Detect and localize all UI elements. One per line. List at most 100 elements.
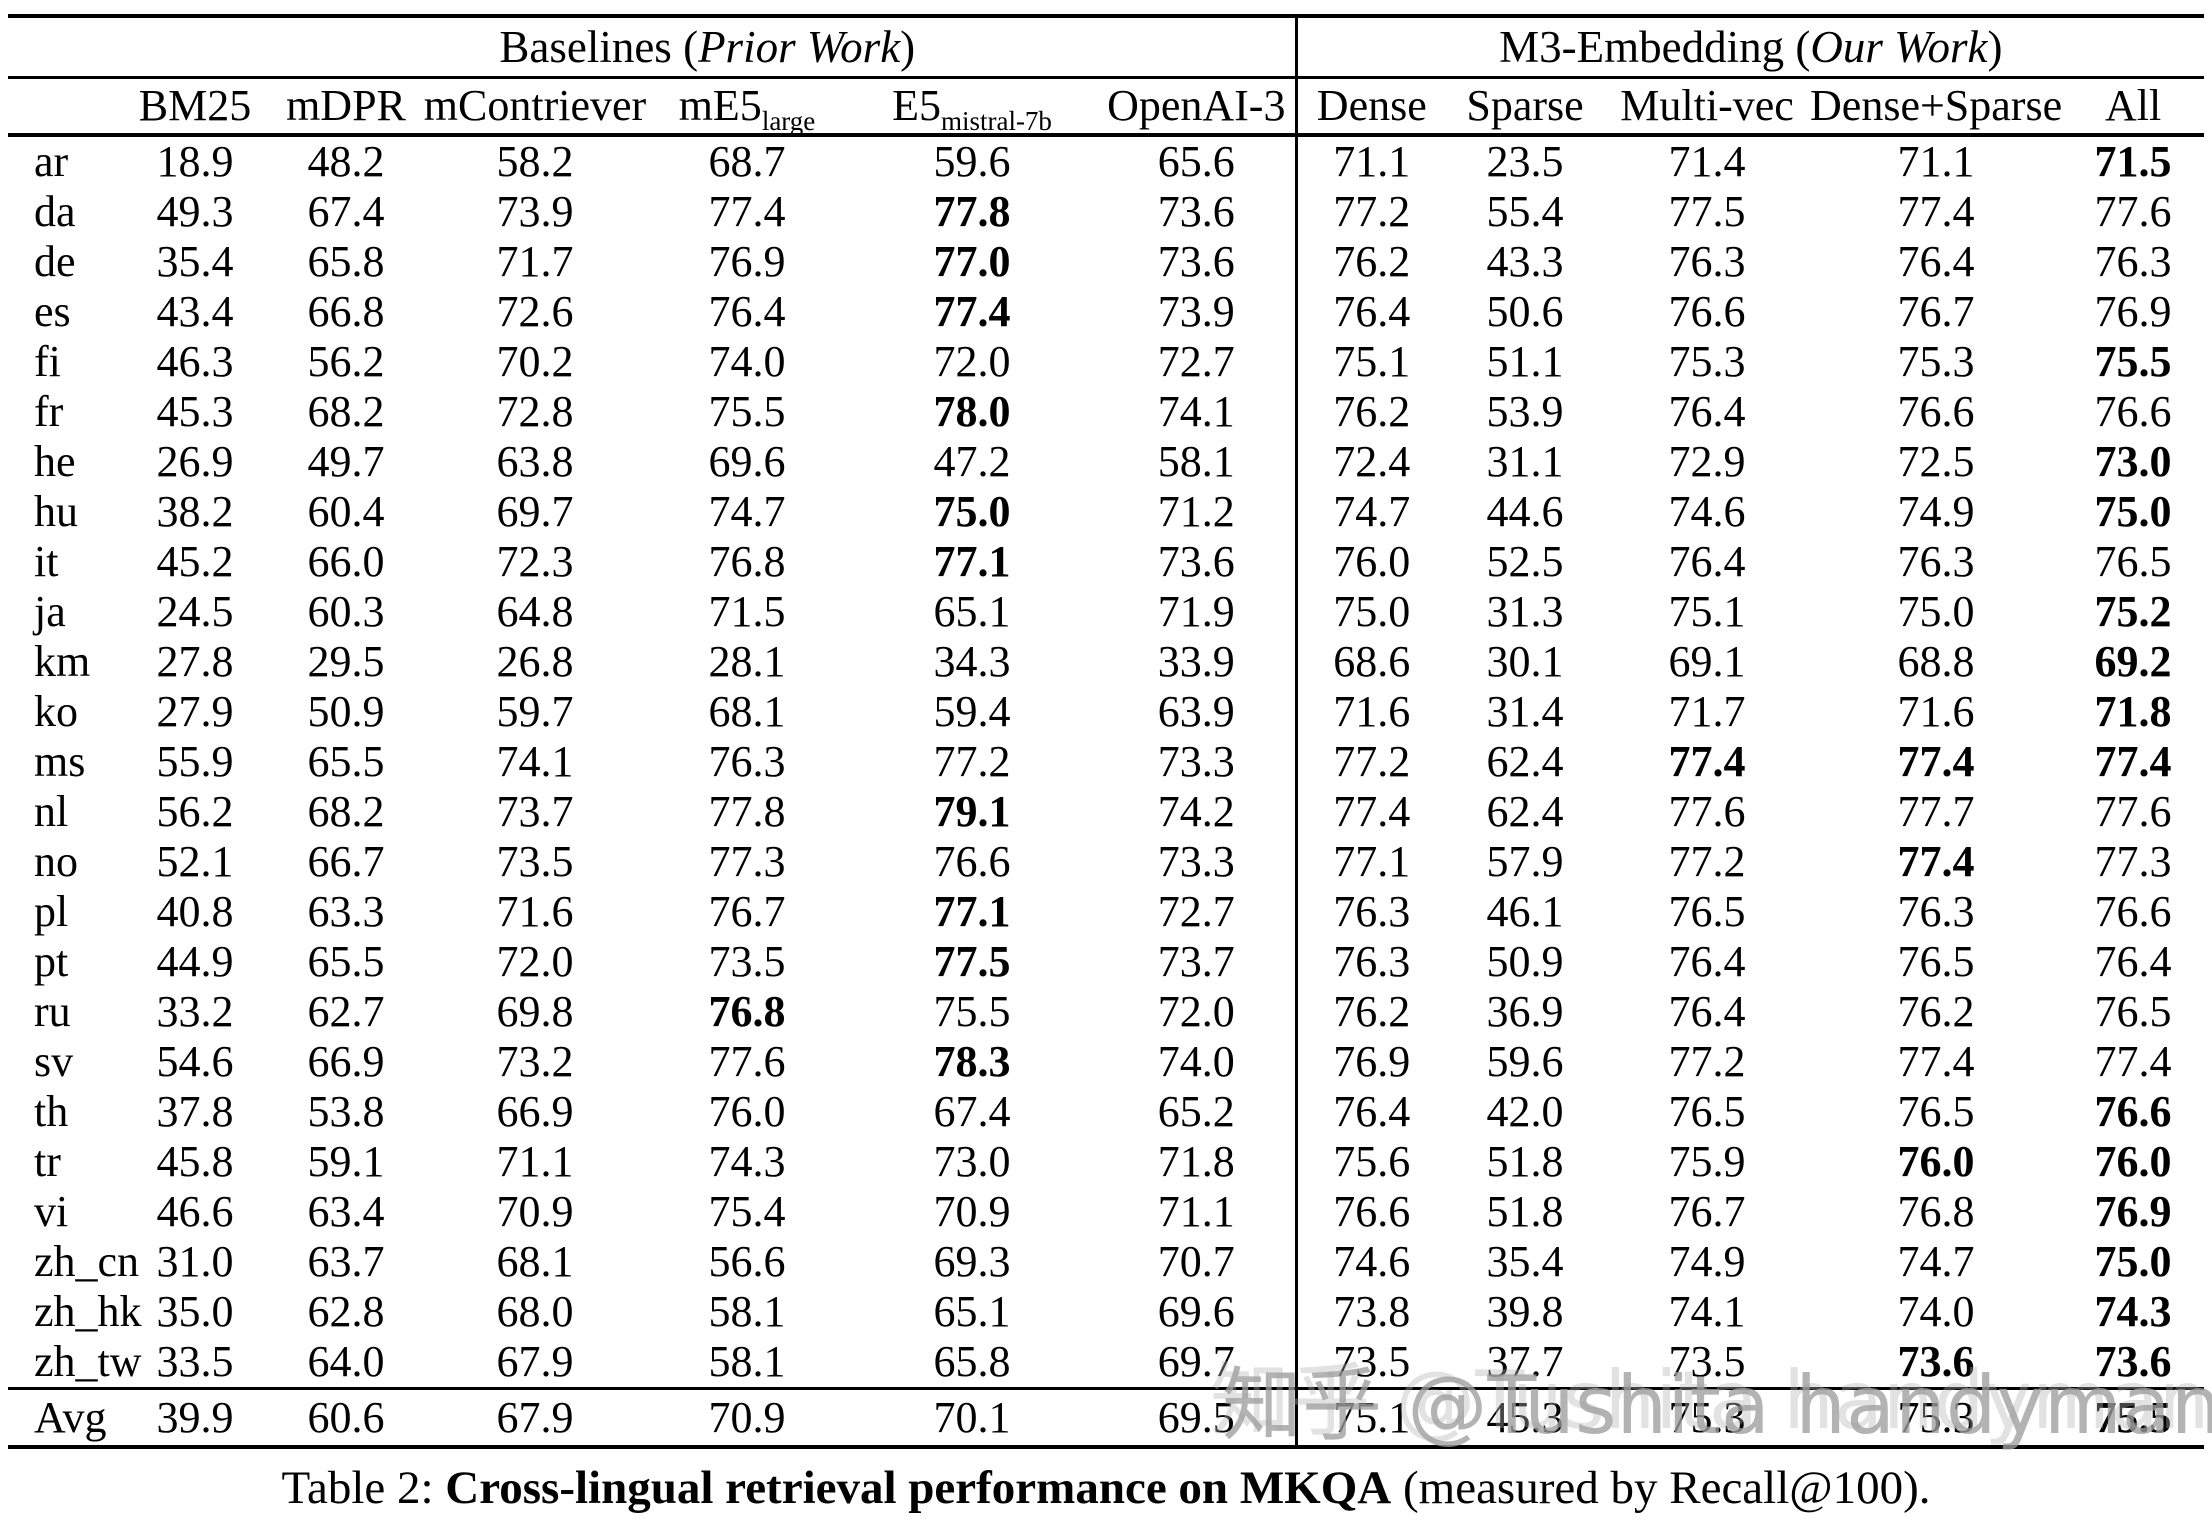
table-cell: 76.2 [1294,237,1447,287]
table-cell: 75.5 [2094,337,2172,386]
table-cell: 56.2 [156,787,234,836]
table-cell: 78.3 [933,1037,1011,1086]
table-cell: 52.5 [1486,537,1564,586]
group-header-baselines: Baselines (Prior Work) [120,16,1297,79]
table-cell: 26.8 [496,637,574,686]
table-cell: 74.1 [1668,1287,1746,1336]
table-cell: 69.1 [1668,637,1746,686]
table-cell: 73.6 [1157,537,1235,586]
table-cell: 74.1 [496,737,574,786]
table-cell: 72.3 [496,537,574,586]
table-cell: 51.8 [1486,1137,1564,1186]
me5-base: mE5 [678,81,762,130]
row-language-label: Avg [8,1387,120,1447]
table-cell: 76.6 [2094,387,2172,436]
table-cell: 77.4 [2094,737,2172,786]
table-cell: 40.8 [156,887,234,936]
table-cell: 75.1 [1294,1387,1447,1447]
table-cell: 33.9 [1157,637,1235,686]
table-cell: 63.9 [1157,687,1235,736]
table-row: hu 38.2 60.4 69.7 74.7 75.0 71.2 74.7 44.6 74.6 74… [8,487,2204,537]
table-row: ja 24.5 60.3 64.8 71.5 65.1 71.9 75.0 31.3 75.1 75… [8,587,2204,637]
table-cell: 71.9 [1157,587,1235,636]
table-cell: 77.2 [1668,1037,1746,1086]
table-cell: 74.7 [1294,487,1447,537]
table-cell: 74.9 [1897,487,1975,536]
table-cell: 69.6 [1157,1287,1235,1336]
table-cell: 76.4 [1668,387,1746,436]
table-cell: 63.3 [307,887,385,936]
table-cell: 33.2 [156,987,234,1036]
table-cell: 69.7 [496,487,574,536]
table-cell: 66.8 [307,287,385,336]
table-cell: 58.1 [708,1337,786,1386]
table-cell: 74.7 [708,487,786,536]
table-cell: 75.4 [708,1187,786,1236]
table-cell: 76.7 [1668,1187,1746,1236]
table-cell: 74.2 [1157,787,1235,836]
col-header-dense: Dense [1294,77,1447,137]
col-header-sparse: Sparse [1446,77,1605,137]
table-cell: 77.6 [1668,787,1746,836]
table-cell: 76.3 [1897,887,1975,936]
col-header-multi-vec: Multi-vec [1604,77,1811,137]
table-cell: 73.5 [708,937,786,986]
table-cell: 70.9 [496,1187,574,1236]
row-language-label: zh_hk [34,1287,142,1336]
table-cell: 67.4 [307,187,385,236]
table-cell: 77.6 [2094,787,2172,836]
table-cell: 77.4 [1897,1037,1975,1086]
table-cell: 45.3 [1446,1387,1605,1447]
table-cell: 71.1 [1897,137,1975,186]
table-cell: 76.0 [1294,537,1447,587]
table-cell: 71.6 [1294,687,1447,737]
table-cell: 55.9 [156,737,234,786]
table-row: tr 45.8 59.1 71.1 74.3 73.0 71.8 75.6 51.8 75.9 76… [8,1137,2204,1187]
table-cell: 60.6 [270,1387,422,1447]
table-cell: 56.2 [307,337,385,386]
table-cell: 73.3 [1157,837,1235,886]
table-cell: 79.1 [933,787,1011,836]
table-cell: 77.4 [933,287,1011,336]
table-cell: 73.6 [1157,237,1235,286]
table-cell: 50.9 [307,687,385,736]
table-cell: 31.1 [1486,437,1564,486]
group-baselines-suffix: ) [900,21,916,72]
corner-cell [8,16,120,79]
table-cell: 38.2 [156,487,234,536]
table-cell: 76.0 [708,1087,786,1136]
row-language-label: zh_tw [34,1337,142,1386]
table-cell: 27.8 [156,637,234,686]
table-cell: 76.3 [1897,537,1975,586]
table-cell: 76.7 [1897,287,1975,336]
table-cell: 77.6 [2094,187,2172,236]
table-cell: 73.5 [1294,1337,1447,1389]
table-cell: 75.9 [1668,1137,1746,1186]
table-cell: 69.7 [1157,1337,1235,1386]
table-cell: 64.0 [307,1337,385,1386]
table-cell: 76.3 [1294,937,1447,987]
table-cell: 65.1 [933,587,1011,636]
table-cell: 68.1 [708,687,786,736]
row-language-label: ko [34,687,78,736]
table-cell: 55.4 [1486,187,1564,236]
table-cell: 30.1 [1486,637,1564,686]
table-cell: 68.1 [496,1237,574,1286]
table-cell: 74.0 [1157,1037,1235,1086]
row-language-label: hu [34,487,78,536]
table-cell: 63.7 [307,1237,385,1286]
group-baselines-italic: Prior Work [698,21,901,72]
table-cell: 77.1 [933,537,1011,586]
table-cell: 65.8 [933,1337,1011,1386]
table-cell: 76.5 [1897,1087,1975,1136]
table-cell: 65.1 [933,1287,1011,1336]
table-cell: 59.6 [1486,1037,1564,1086]
table-cell: 31.3 [1486,587,1564,636]
table-cell: 69.6 [708,437,786,486]
table-cell: 72.0 [933,337,1011,386]
table-cell: 76.4 [1294,1087,1447,1137]
table-cell: 71.7 [1668,687,1746,736]
table-cell: 76.8 [708,537,786,586]
table-cell: 76.3 [1294,887,1447,937]
table-cell: 73.5 [496,837,574,886]
